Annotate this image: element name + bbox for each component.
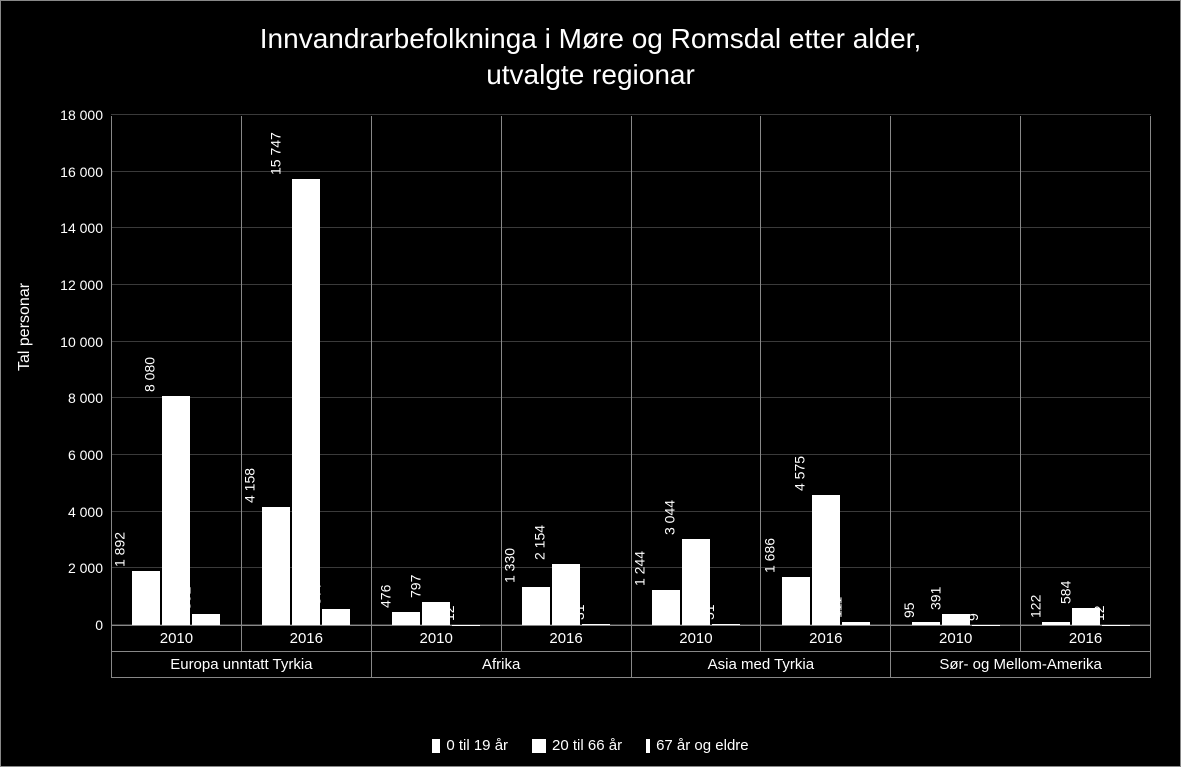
- y-tick-label: 4 000: [68, 504, 103, 520]
- year-group: 122 584 12: [1021, 116, 1150, 625]
- y-tick-label: 12 000: [60, 277, 103, 293]
- bar-value-label: 2 154: [532, 525, 548, 562]
- bar-value-label: 797: [408, 575, 424, 600]
- y-tick-label: 10 000: [60, 334, 103, 350]
- bar: 1 892: [132, 571, 160, 625]
- x-year-label: 2016: [502, 626, 631, 651]
- bar-value-label: 476: [378, 584, 394, 609]
- x-year-label: 2010: [372, 626, 502, 651]
- bar-value-label: 111: [828, 597, 844, 620]
- legend-label: 67 år og eldre: [656, 737, 749, 754]
- x-region-label: Europa unntatt Tyrkia: [112, 652, 371, 677]
- title-line2: utvalgte regionar: [486, 59, 695, 90]
- region-group: 95 391 9 122 584 12: [891, 116, 1151, 625]
- x-year-label: 2010: [112, 626, 242, 651]
- bar-value-label: 8 080: [142, 357, 158, 394]
- bar-value-label: 95: [901, 603, 917, 621]
- legend-swatch: [532, 739, 546, 753]
- bar: 15 747: [292, 179, 320, 625]
- x-region-label: Asia med Tyrkia: [632, 652, 891, 677]
- x-region: 20102016Sør- og Mellom-Amerika: [891, 626, 1151, 678]
- x-region: 20102016Afrika: [372, 626, 632, 678]
- year-group: 1 892 8 080 392: [112, 116, 242, 625]
- y-tick-label: 0: [95, 617, 103, 633]
- year-group: 1 330 2 154 31: [502, 116, 631, 625]
- legend-swatch: [646, 739, 650, 753]
- bar-value-label: 577: [308, 581, 324, 606]
- year-group: 4 15815 747577: [242, 116, 371, 625]
- year-group: 1 686 4 575 111: [761, 116, 890, 625]
- bar: 476: [392, 612, 420, 625]
- legend-label: 20 til 66 år: [552, 737, 622, 754]
- plot-area: 02 0004 0006 0008 00010 00012 00014 0001…: [111, 116, 1151, 626]
- bar-value-label: 391: [927, 587, 943, 612]
- bar-value-label: 51: [701, 604, 717, 622]
- x-axis: 20102016Europa unntatt Tyrkia20102016Afr…: [111, 626, 1151, 678]
- y-axis-label: Tal personar: [16, 283, 34, 371]
- bar-value-label: 1 330: [502, 548, 518, 585]
- y-tick-label: 2 000: [68, 560, 103, 576]
- x-region-label: Sør- og Mellom-Amerika: [891, 652, 1150, 677]
- x-region: 20102016Asia med Tyrkia: [632, 626, 892, 678]
- bar: 1 330: [522, 587, 550, 625]
- legend-item: 67 år og eldre: [646, 737, 749, 754]
- legend-item: 20 til 66 år: [532, 737, 622, 754]
- legend-item: 0 til 19 år: [432, 737, 508, 754]
- bar-value-label: 4 575: [791, 456, 807, 493]
- x-years-row: 20102016: [372, 626, 631, 652]
- y-tick-label: 8 000: [68, 390, 103, 406]
- bar-value-label: 4 158: [242, 468, 258, 505]
- bar-value-label: 12: [1091, 605, 1107, 623]
- y-tick-label: 18 000: [60, 107, 103, 123]
- bar: 1 686: [782, 577, 810, 625]
- chart-title: Innvandrarbefolkninga i Møre og Romsdal …: [1, 1, 1180, 94]
- bar: 577: [322, 609, 350, 625]
- y-tick-label: 14 000: [60, 220, 103, 236]
- year-group: 1 244 3 044 51: [632, 116, 762, 625]
- year-group: 476 797 12: [372, 116, 502, 625]
- bar-value-label: 1 892: [112, 532, 128, 569]
- legend: 0 til 19 år 20 til 66 år 67 år og eldre: [1, 737, 1180, 754]
- bar-value-label: 9: [965, 613, 981, 623]
- bar: 1 244: [652, 590, 680, 625]
- title-line1: Innvandrarbefolkninga i Møre og Romsdal …: [260, 23, 921, 54]
- region-group: 1 8928 0803924 15815 747577: [111, 116, 372, 625]
- y-tick-label: 16 000: [60, 164, 103, 180]
- bar-value-label: 392: [178, 587, 194, 612]
- year-group: 95 391 9: [891, 116, 1021, 625]
- bar-value-label: 3 044: [661, 500, 677, 537]
- bar-value-label: 12: [441, 605, 457, 623]
- bar-value-label: 31: [571, 605, 587, 623]
- bar-value-label: 1 244: [631, 551, 647, 588]
- x-region-label: Afrika: [372, 652, 631, 677]
- x-year-label: 2010: [632, 626, 762, 651]
- bars-layer: 1 8928 0803924 15815 747577476797121 330…: [111, 116, 1151, 625]
- bar: 4 158: [262, 507, 290, 625]
- bar: 95: [912, 622, 940, 625]
- bar-value-label: 584: [1057, 581, 1073, 606]
- bar: 31: [582, 624, 610, 625]
- x-year-label: 2016: [242, 626, 371, 651]
- bar: 122: [1042, 622, 1070, 625]
- bar-value-label: 122: [1027, 594, 1043, 619]
- legend-label: 0 til 19 år: [446, 737, 508, 754]
- region-group: 476 797 12 1 330 2 154 31: [372, 116, 632, 625]
- x-year-label: 2016: [1021, 626, 1150, 651]
- bar-value-label: 15 747: [268, 132, 284, 177]
- x-years-row: 20102016: [632, 626, 891, 652]
- legend-swatch: [432, 739, 440, 753]
- bar: 111: [842, 622, 870, 625]
- x-years-row: 20102016: [891, 626, 1150, 652]
- region-group: 1 244 3 044 51 1 686 4 575 111: [632, 116, 892, 625]
- chart-container: Innvandrarbefolkninga i Møre og Romsdal …: [0, 0, 1181, 767]
- y-tick-label: 6 000: [68, 447, 103, 463]
- grid-line: [111, 114, 1151, 115]
- x-year-label: 2010: [891, 626, 1021, 651]
- x-region: 20102016Europa unntatt Tyrkia: [111, 626, 372, 678]
- x-years-row: 20102016: [112, 626, 371, 652]
- bar: 392: [192, 614, 220, 625]
- bar-value-label: 1 686: [761, 538, 777, 575]
- x-year-label: 2016: [761, 626, 890, 651]
- bar: 51: [712, 624, 740, 625]
